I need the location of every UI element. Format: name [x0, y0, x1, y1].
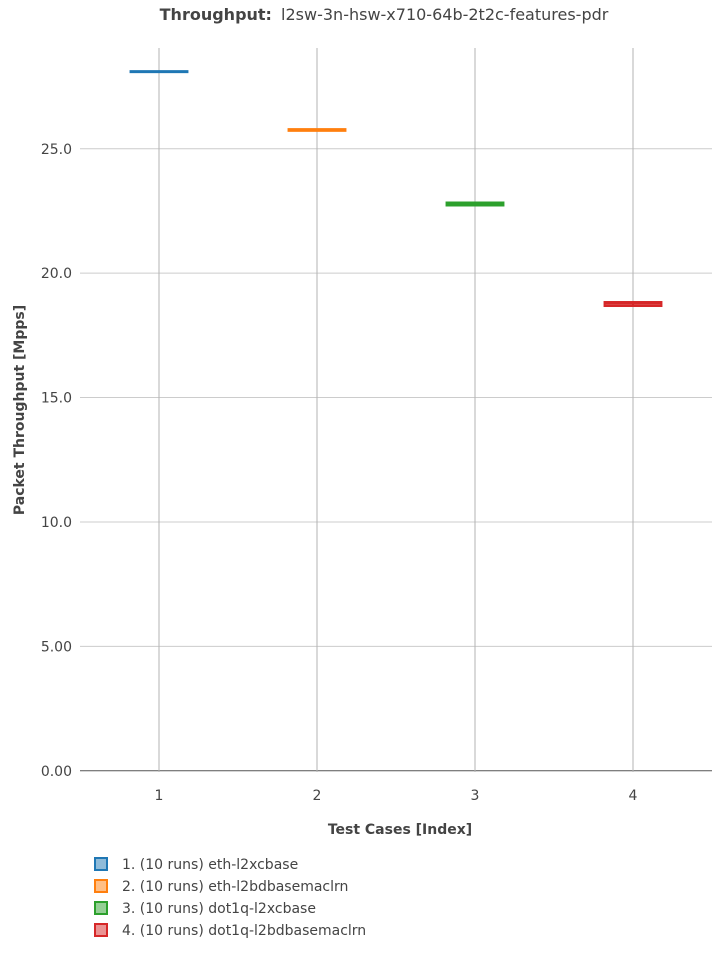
y-tick-labels: 0.00 5.00 10.0 15.0 20.0 25.0 — [41, 142, 72, 780]
chart-title-rest: l2sw-3n-hsw-x710-64b-2t2c-features-pdr — [281, 5, 609, 24]
x-tick-label: 3 — [471, 788, 480, 804]
x-tick-labels: 1 2 3 4 — [155, 788, 638, 804]
y-tick-label: 25.0 — [41, 142, 72, 158]
legend-swatch — [94, 923, 108, 937]
legend-item-1[interactable]: 1. (10 runs) eth-l2xcbase — [94, 857, 298, 873]
x-tick-label: 1 — [155, 788, 164, 804]
box-series-1 — [129, 70, 189, 74]
chart-title: Throughput: l2sw-3n-hsw-x710-64b-2t2c-fe… — [160, 5, 609, 24]
y-axis-title: Packet Throughput [Mpps] — [12, 305, 28, 515]
legend-label: 4. (10 runs) dot1q-l2bdbasemaclrn — [122, 923, 366, 939]
legend-label: 2. (10 runs) eth-l2bdbasemaclrn — [122, 879, 348, 895]
legend-item-2[interactable]: 2. (10 runs) eth-l2bdbasemaclrn — [94, 879, 348, 895]
legend-item-4[interactable]: 4. (10 runs) dot1q-l2bdbasemaclrn — [94, 923, 366, 939]
y-tick-label: 5.00 — [41, 639, 72, 655]
legend-swatch — [94, 857, 108, 871]
legend-label: 3. (10 runs) dot1q-l2xcbase — [122, 901, 316, 917]
box-series-4 — [603, 301, 663, 308]
x-tick-label: 2 — [313, 788, 322, 804]
box-series-2 — [287, 128, 347, 132]
legend-swatch — [94, 901, 108, 915]
y-tick-label: 10.0 — [41, 515, 72, 531]
box-plots — [129, 70, 663, 308]
legend-item-3[interactable]: 3. (10 runs) dot1q-l2xcbase — [94, 901, 316, 917]
legend-swatch — [94, 879, 108, 893]
x-tick-label: 4 — [629, 788, 638, 804]
y-tick-label: 15.0 — [41, 391, 72, 407]
box-series-3 — [445, 201, 505, 207]
y-tick-label: 20.0 — [41, 266, 72, 282]
x-axis-title: Test Cases [Index] — [328, 822, 472, 838]
legend: 1. (10 runs) eth-l2xcbase 2. (10 runs) et… — [94, 857, 366, 939]
y-tick-label: 0.00 — [41, 764, 72, 780]
grid-lines — [80, 48, 712, 772]
chart-title-bold: Throughput: — [160, 5, 272, 24]
legend-label: 1. (10 runs) eth-l2xcbase — [122, 857, 298, 873]
